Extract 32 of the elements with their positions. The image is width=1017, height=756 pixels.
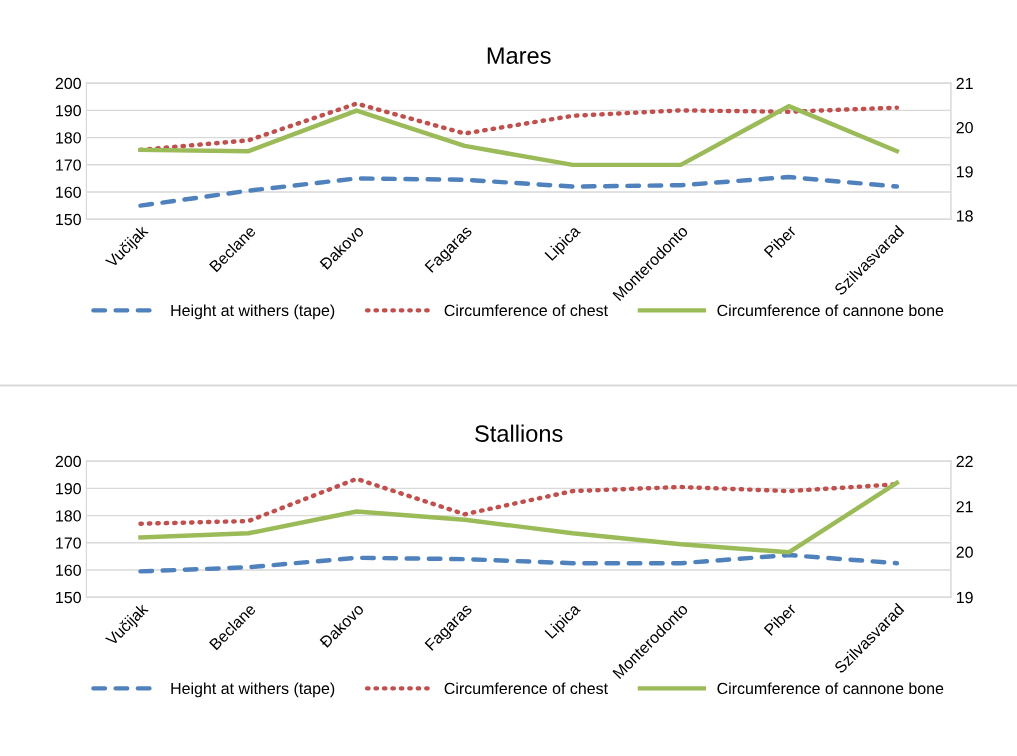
chart-title: Stallions [475,424,563,442]
y-tick-label: 150 [56,213,81,226]
y-tick-label: 180 [56,132,81,144]
y-tick-label: 190 [56,483,81,495]
legend-label: Circumference of cannone bone [717,682,944,695]
y-tick-label: 190 [56,105,81,117]
line-series [138,174,900,208]
y-tick-label: 160 [56,564,81,576]
y-tick-label: 150 [56,591,81,604]
legend-label: Circumference of chest [444,682,608,695]
line-series [138,480,900,555]
y2-tick-label: 18 [956,210,973,222]
y-tick-label: 200 [55,77,81,90]
y2-tick-label: 20 [956,546,973,558]
y2-tick-label: 21 [956,501,973,513]
legend-label: Circumference of chest [444,304,608,317]
chart-title: Mares [487,47,551,64]
y2-tick-label: 20 [956,121,973,134]
y-tick-label: 160 [56,186,81,198]
y-tick-label: 170 [56,159,81,171]
y-tick-label: 180 [56,510,81,522]
line-series [138,552,900,574]
y2-tick-label: 19 [956,166,973,178]
legend-label: Circumference of cannone bone [717,304,944,317]
y2-tick-label: 21 [956,77,973,89]
y2-tick-label: 19 [956,591,973,604]
line-series [138,103,900,168]
y-tick-label: 170 [56,537,81,549]
y2-tick-label: 22 [956,455,973,467]
legend-label: Height at withers (tape) [171,682,335,698]
legend-label: Height at withers (tape) [171,304,335,320]
y-tick-label: 200 [55,455,81,468]
